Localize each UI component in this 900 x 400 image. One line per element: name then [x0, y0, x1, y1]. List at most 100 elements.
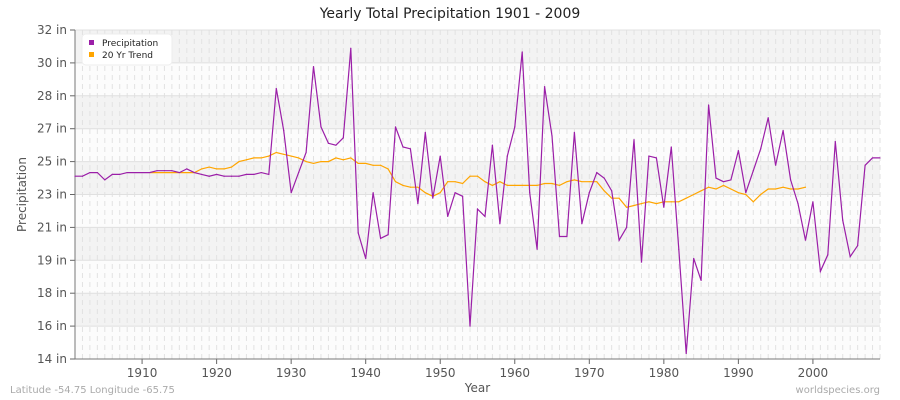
x-tick-label: 1930	[276, 366, 307, 380]
data-point	[596, 181, 598, 183]
data-point	[193, 171, 195, 174]
data-point	[402, 184, 404, 186]
data-point	[804, 239, 807, 241]
data-point	[767, 117, 769, 119]
data-point	[290, 155, 292, 157]
chart-title: Yearly Total Precipitation 1901 - 2009	[319, 6, 581, 22]
data-point	[543, 182, 546, 185]
data-point	[178, 171, 180, 174]
data-point	[156, 171, 158, 174]
data-point	[581, 223, 583, 225]
data-point	[290, 192, 292, 194]
data-point	[469, 325, 471, 327]
data-point	[521, 184, 523, 186]
data-point	[693, 257, 695, 260]
data-point	[394, 181, 397, 183]
data-point	[402, 146, 404, 148]
y-tick-label: 18 in	[37, 286, 67, 300]
data-point	[171, 170, 173, 172]
data-point	[186, 171, 188, 174]
data-point	[566, 235, 568, 238]
data-point	[611, 190, 613, 192]
x-tick-label: 1950	[425, 366, 456, 380]
data-point	[655, 157, 657, 159]
x-tick-label: 1920	[201, 366, 232, 380]
legend-label: 20 Yr Trend	[102, 51, 153, 61]
data-point	[670, 201, 672, 203]
data-point	[424, 192, 426, 194]
data-point	[417, 203, 419, 205]
data-point	[409, 148, 412, 150]
data-point	[484, 181, 486, 183]
data-point	[283, 129, 285, 132]
data-point	[283, 153, 285, 155]
data-point	[305, 161, 307, 163]
data-point	[745, 193, 747, 196]
data-point	[253, 173, 255, 175]
data-point	[372, 192, 374, 194]
data-point	[633, 204, 635, 207]
data-point	[312, 65, 315, 68]
legend: Precipitation 20 Yr Trend	[81, 33, 173, 66]
data-point	[238, 161, 240, 163]
data-point	[380, 164, 382, 166]
data-point	[693, 193, 695, 196]
data-point	[879, 157, 881, 159]
data-point	[350, 47, 352, 49]
data-point	[335, 144, 337, 146]
data-point	[506, 184, 508, 186]
y-tick-label: 30 in	[37, 56, 67, 70]
data-point	[722, 181, 725, 183]
data-point	[611, 197, 613, 199]
data-point	[320, 161, 322, 163]
data-point	[782, 129, 784, 132]
data-point	[387, 168, 389, 170]
data-point	[201, 173, 203, 175]
data-point	[208, 175, 210, 177]
data-point	[603, 177, 605, 179]
data-point	[298, 157, 300, 159]
data-point	[670, 146, 672, 148]
data-point	[350, 157, 352, 159]
data-point	[469, 175, 471, 177]
data-point	[253, 157, 255, 159]
data-point	[625, 226, 628, 228]
data-point	[260, 171, 262, 174]
data-point	[760, 148, 762, 150]
x-tick-label: 1910	[127, 366, 158, 380]
data-point	[461, 195, 464, 197]
data-point	[543, 86, 546, 88]
data-point	[230, 175, 233, 177]
data-point	[551, 182, 553, 185]
y-axis-label: Precipitation	[15, 157, 29, 232]
data-point	[573, 131, 575, 133]
data-point	[573, 179, 575, 181]
data-point	[819, 270, 821, 272]
x-tick-label: 1940	[350, 366, 381, 380]
data-point	[201, 168, 203, 170]
data-point	[640, 203, 643, 205]
data-point	[417, 186, 419, 188]
data-point	[760, 193, 762, 196]
data-point	[245, 173, 248, 175]
y-tick-label: 28 in	[37, 89, 67, 103]
y-tick-label: 16 in	[37, 319, 67, 333]
data-point	[357, 162, 359, 165]
data-point	[156, 170, 158, 172]
data-point	[633, 139, 635, 141]
data-point	[268, 155, 270, 157]
data-point	[89, 171, 91, 174]
data-point	[596, 171, 598, 174]
data-point	[857, 245, 859, 247]
x-tick-label: 1990	[723, 366, 754, 380]
data-point	[588, 192, 590, 194]
data-point	[342, 159, 344, 161]
data-point	[320, 126, 322, 128]
series-precipitation	[74, 47, 881, 355]
data-point	[767, 188, 769, 190]
data-point	[111, 173, 113, 175]
data-point	[789, 179, 792, 181]
data-point	[357, 232, 359, 234]
data-point	[827, 254, 829, 256]
data-point	[134, 171, 136, 174]
